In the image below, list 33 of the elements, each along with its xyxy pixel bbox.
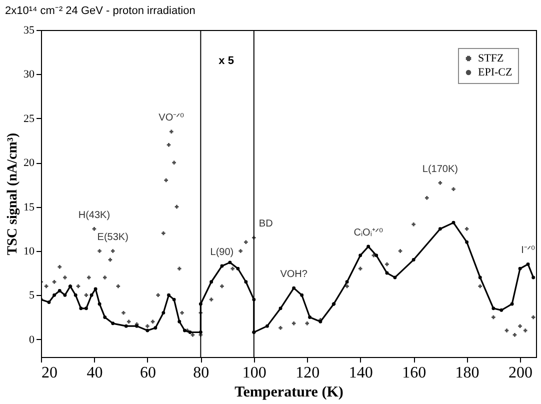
x-tick-label: 80 xyxy=(193,364,210,382)
y-tick-label: 35 xyxy=(24,24,35,36)
y-tick-label: 20 xyxy=(24,157,35,170)
annotation: E(53K) xyxy=(97,232,128,243)
x-tick-label: 200 xyxy=(508,364,533,382)
annotation: BD xyxy=(258,218,273,230)
x-tick-label: 20 xyxy=(42,364,58,382)
y-axis-title: TSC signal (nA/cm³) xyxy=(6,132,20,256)
x-tick-label: 40 xyxy=(86,364,103,382)
x-tick-label: 100 xyxy=(242,364,266,382)
legend-label: EPI-CZ xyxy=(478,66,512,78)
y-tick-label: 15 xyxy=(24,201,35,214)
ref-line-label: x 5 xyxy=(218,55,234,67)
x-tick-label: 140 xyxy=(348,364,373,382)
y-tick-label: 5 xyxy=(29,290,35,302)
y-tick-label: 0 xyxy=(29,334,35,346)
y-tick-label: 25 xyxy=(24,112,35,125)
x-axis-title: Temperature (K) xyxy=(234,384,344,400)
x-tick-label: 120 xyxy=(296,364,320,382)
x-tick-label: 180 xyxy=(455,364,480,382)
legend-label: STFZ xyxy=(478,52,504,64)
annotation: VO⁻ᐟ⁰ xyxy=(158,112,184,124)
x-tick-label: 60 xyxy=(140,364,156,382)
x-tick-label: 160 xyxy=(402,364,426,382)
annotation: H(43K) xyxy=(78,210,110,221)
y-tick-label: 30 xyxy=(24,68,35,81)
chart-title: 2x10¹⁴ cm⁻² 24 GeV - proton irradiation xyxy=(5,5,196,17)
annotation: L(170K) xyxy=(422,164,458,175)
annotation: CᵢOᵢ⁺ᐟ⁰ xyxy=(354,228,383,239)
annotation: VOH? xyxy=(280,269,308,280)
annotation: L(90) xyxy=(210,246,234,258)
y-tick-label: 10 xyxy=(24,245,35,258)
annotation: I⁻ᐟ⁰ xyxy=(521,245,535,256)
